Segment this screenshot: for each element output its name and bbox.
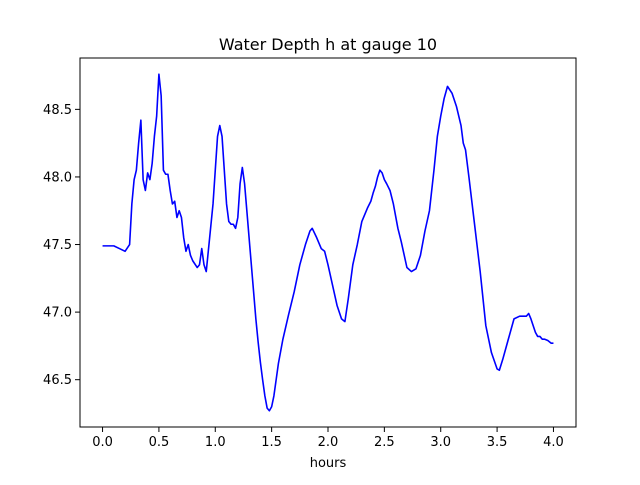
y-axis-ticks: 46.5 47.0 47.5 48.0 48.5 xyxy=(43,103,80,388)
y-tick-label: 46.5 xyxy=(43,373,72,388)
y-tick-label: 48.0 xyxy=(43,170,72,185)
x-tick-label: 1.0 xyxy=(205,435,226,450)
x-axis-ticks: 0.0 0.5 1.0 1.5 2.0 2.5 3.0 3.5 4.0 xyxy=(92,427,564,450)
y-tick-label: 47.0 xyxy=(43,306,72,321)
x-tick-label: 3.0 xyxy=(430,435,451,450)
x-axis-label: hours xyxy=(310,456,347,471)
x-tick-label: 1.5 xyxy=(261,435,282,450)
plot-frame xyxy=(79,57,577,428)
series-line-water-depth xyxy=(102,73,554,412)
x-tick-label: 2.0 xyxy=(318,435,339,450)
y-tick-label: 47.5 xyxy=(43,238,72,253)
y-tick-label: 48.5 xyxy=(43,103,72,118)
x-tick-label: 3.5 xyxy=(487,435,508,450)
x-tick-label: 0.0 xyxy=(92,435,113,450)
x-tick-label: 4.0 xyxy=(543,435,564,450)
chart-title: Water Depth h at gauge 10 xyxy=(219,35,437,54)
x-tick-label: 2.5 xyxy=(374,435,395,450)
x-tick-label: 0.5 xyxy=(149,435,170,450)
